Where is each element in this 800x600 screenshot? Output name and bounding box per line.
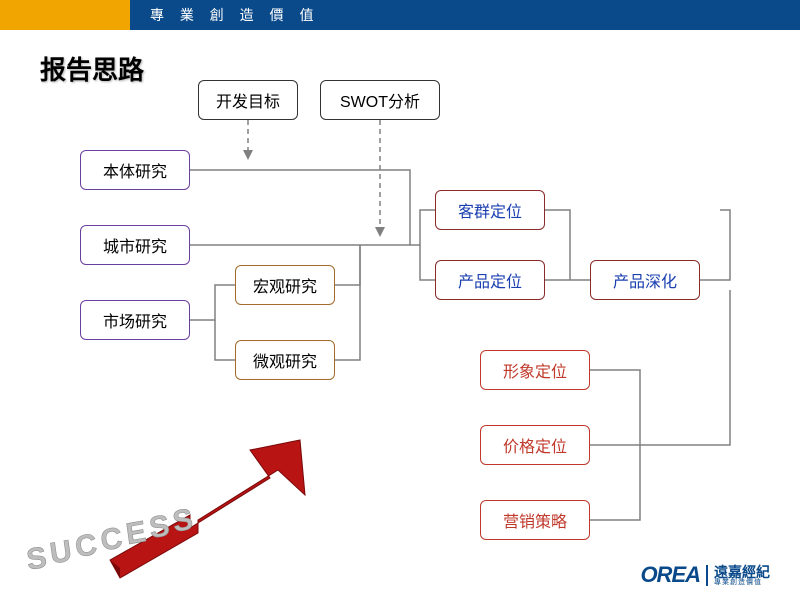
node-price-pos: 价格定位 xyxy=(480,425,590,465)
node-macro: 宏观研究 xyxy=(235,265,335,305)
logo-cn: 遠嘉經紀 專業創造價值 xyxy=(706,565,770,586)
page-title: 报告思路 xyxy=(40,50,144,87)
node-dev-target: 开发目标 xyxy=(198,80,298,120)
node-image-pos: 形象定位 xyxy=(480,350,590,390)
svg-text:S: S xyxy=(147,509,171,545)
svg-text:E: E xyxy=(124,515,148,551)
svg-text:C: C xyxy=(73,528,99,564)
node-market-study: 市场研究 xyxy=(80,300,190,340)
node-self-study: 本体研究 xyxy=(80,150,190,190)
header-accent xyxy=(0,0,130,30)
svg-text:S: S xyxy=(171,503,195,539)
svg-text:U: U xyxy=(48,534,74,570)
node-product-deep: 产品深化 xyxy=(590,260,700,300)
svg-text:C: C xyxy=(99,521,125,557)
node-product-pos: 产品定位 xyxy=(435,260,545,300)
node-marketing: 营销策略 xyxy=(480,500,590,540)
node-city-study: 城市研究 xyxy=(80,225,190,265)
success-arrow-art: S U C C E S S xyxy=(20,420,320,580)
logo-text: OREA xyxy=(640,562,700,588)
node-micro: 微观研究 xyxy=(235,340,335,380)
header-tagline: 專 業 創 造 價 值 xyxy=(130,0,800,30)
node-customer-pos: 客群定位 xyxy=(435,190,545,230)
svg-text:S: S xyxy=(24,541,48,577)
logo: OREA 遠嘉經紀 專業創造價值 xyxy=(640,562,770,588)
node-swot: SWOT分析 xyxy=(320,80,440,120)
header-bar: 專 業 創 造 價 值 xyxy=(0,0,800,30)
